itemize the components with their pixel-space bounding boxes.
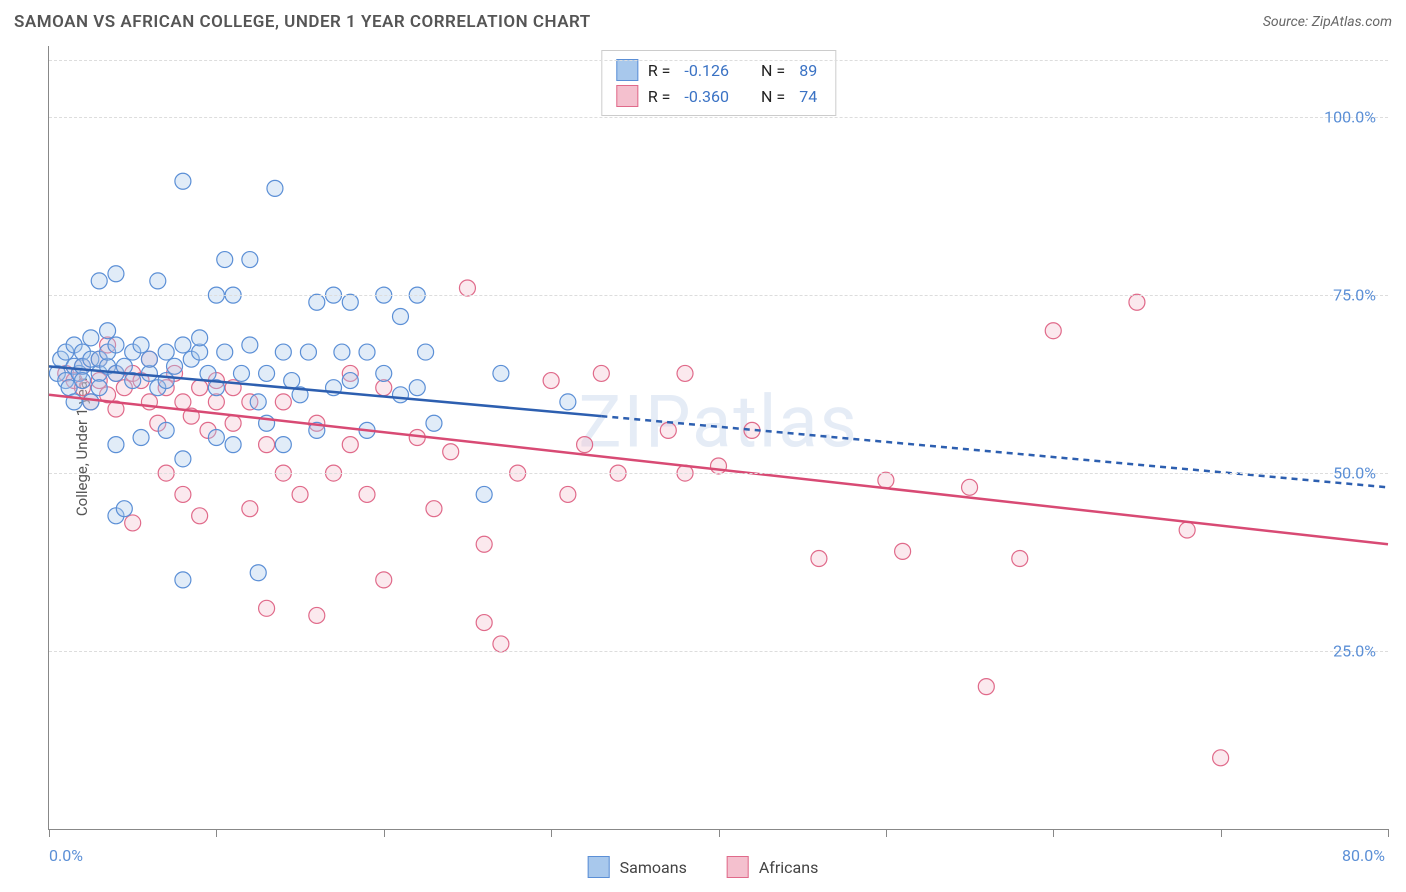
chart-header: SAMOAN VS AFRICAN COLLEGE, UNDER 1 YEAR … <box>14 12 1392 32</box>
chart-title: SAMOAN VS AFRICAN COLLEGE, UNDER 1 YEAR … <box>14 12 591 32</box>
swatch-africans-icon <box>727 856 749 878</box>
swatch-africans <box>616 85 638 107</box>
r-label: R = <box>648 61 671 80</box>
series-legend: Samoans Africans <box>588 856 819 878</box>
legend-label-africans: Africans <box>759 858 818 877</box>
r-value-samoans: -0.126 <box>684 61 729 80</box>
r-label: R = <box>648 87 671 106</box>
legend-label-samoans: Samoans <box>620 858 687 877</box>
swatch-samoans-icon <box>588 856 610 878</box>
n-label: N = <box>761 61 785 80</box>
swatch-samoans <box>616 59 638 81</box>
legend-item-africans: Africans <box>727 856 818 878</box>
n-value-samoans: 89 <box>799 61 817 80</box>
r-value-africans: -0.360 <box>684 87 729 106</box>
legend-item-samoans: Samoans <box>588 856 687 878</box>
chart-source: Source: ZipAtlas.com <box>1263 14 1392 30</box>
n-label: N = <box>761 87 785 106</box>
legend-row-africans: R = -0.360 N = 74 <box>616 83 821 109</box>
n-value-africans: 74 <box>799 87 817 106</box>
scatter-plot <box>49 46 1388 829</box>
chart-area: ZIPatlas R = -0.126 N = 89 R = -0.360 N … <box>48 46 1388 830</box>
